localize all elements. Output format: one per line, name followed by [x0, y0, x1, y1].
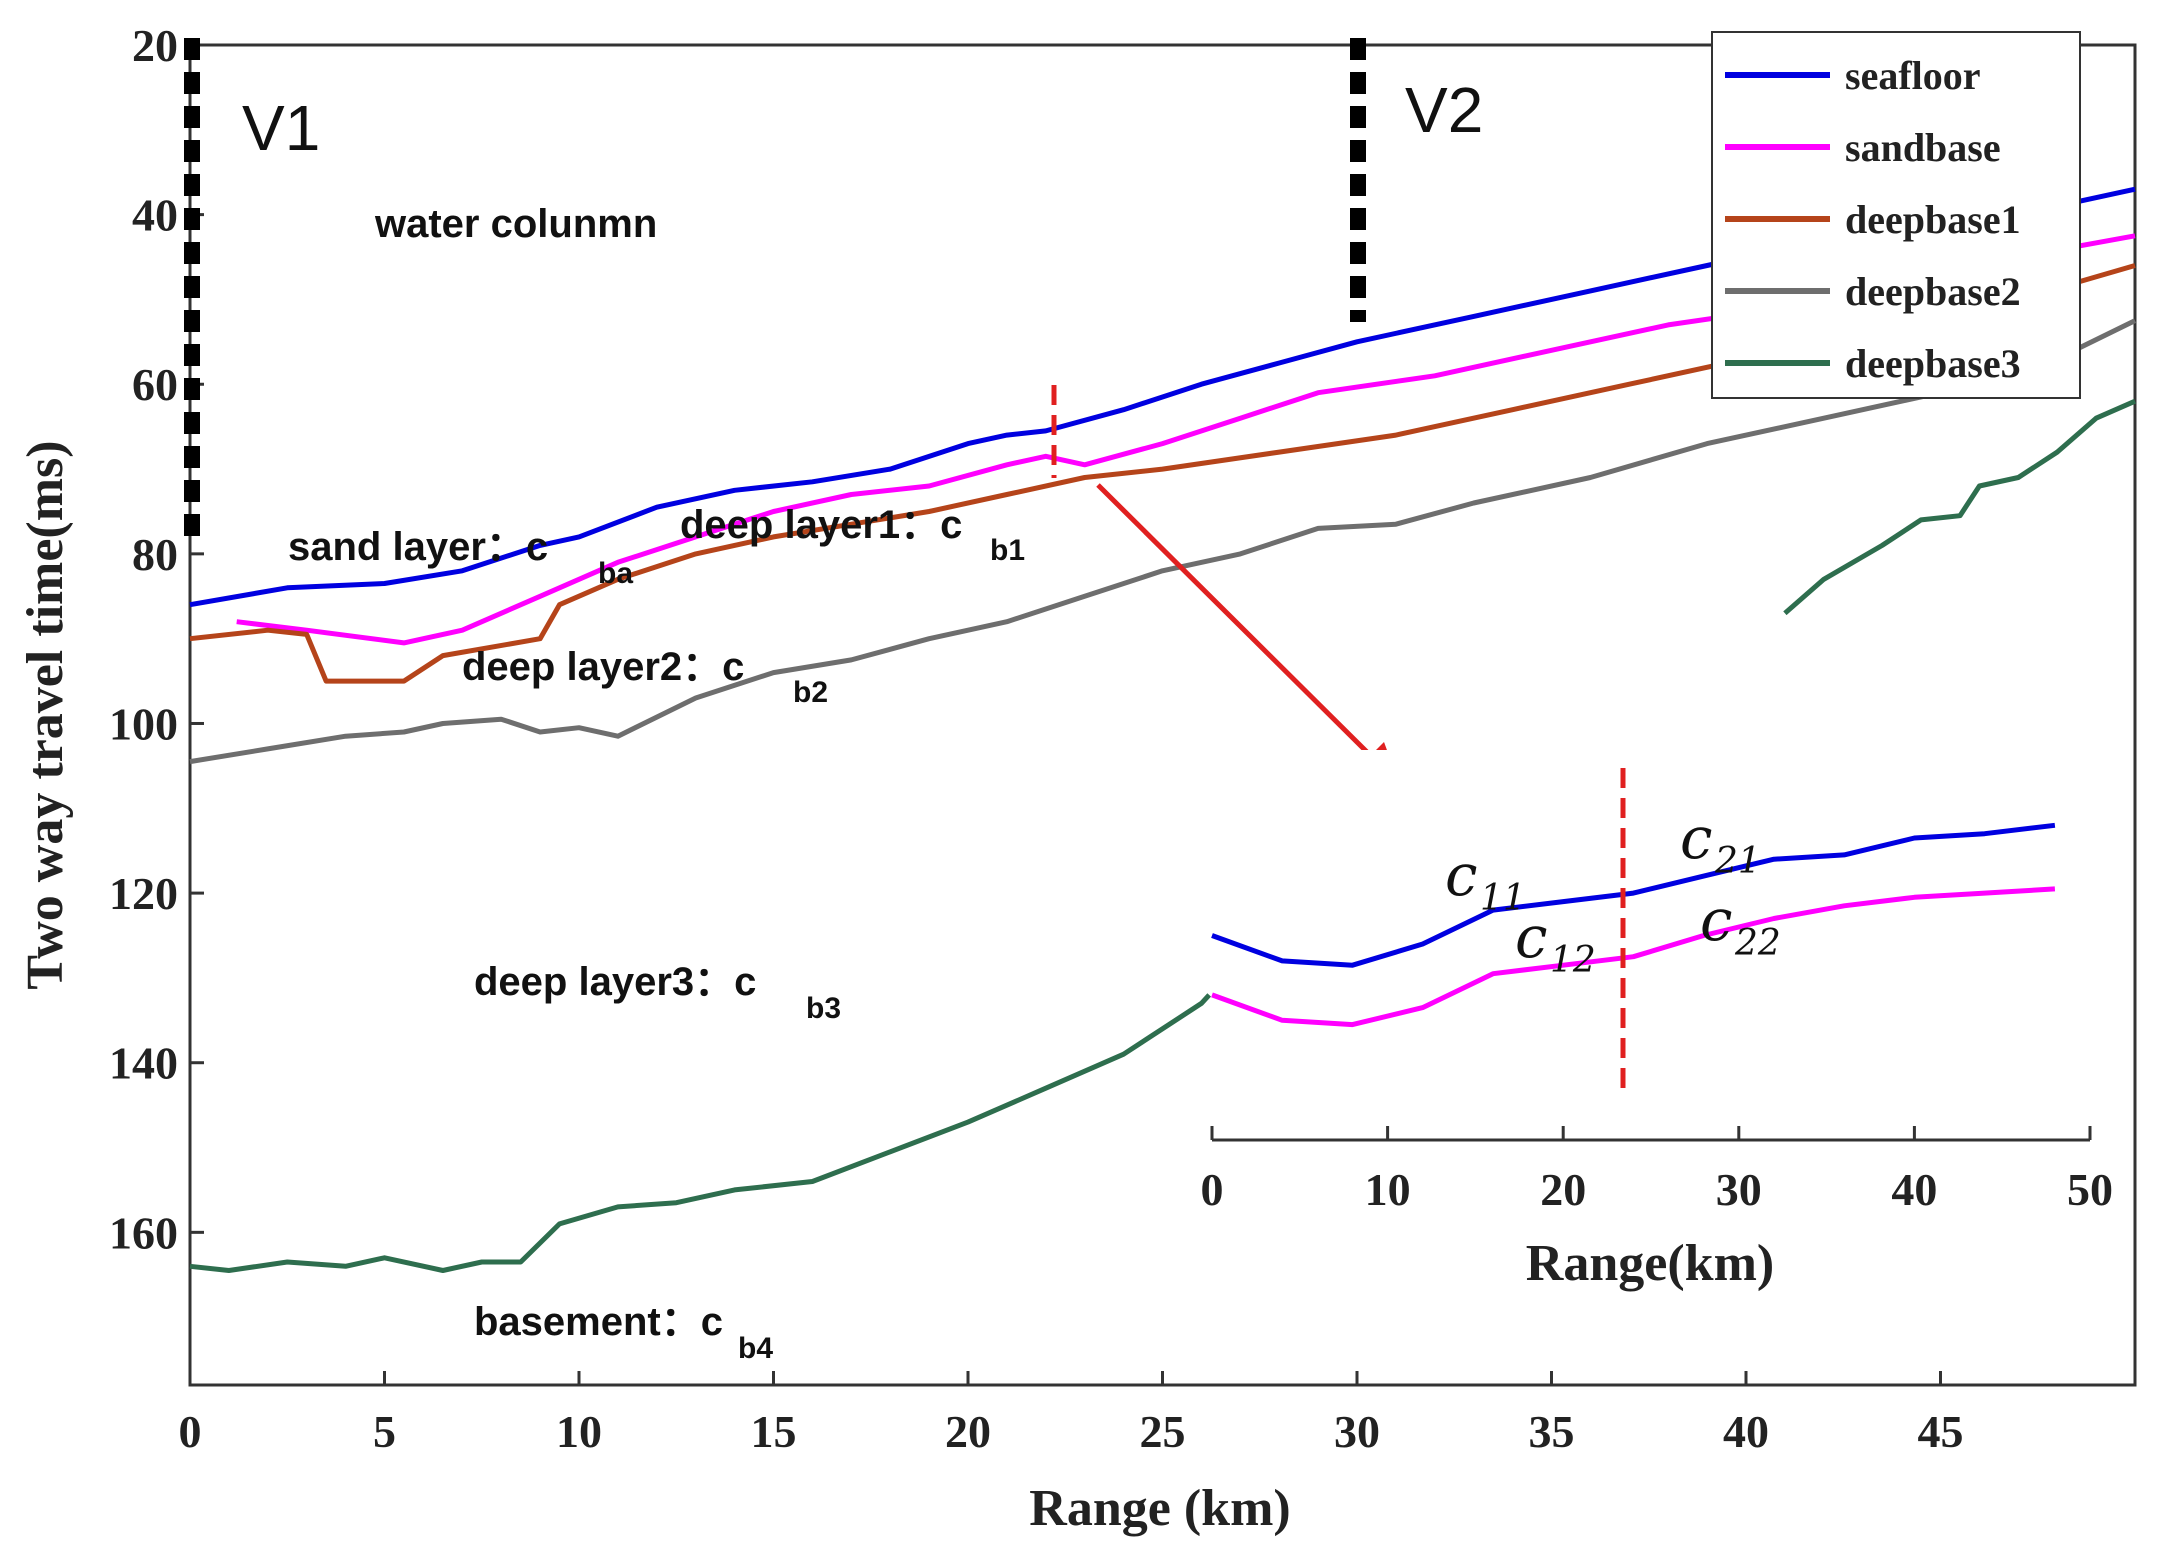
- deep-layer3-label: deep layer3：c: [474, 960, 756, 1004]
- sand-layer-sub: ba: [598, 557, 633, 590]
- inset-series-line-1: [1211, 822, 2056, 968]
- x-tick-label: 40: [1723, 1406, 1769, 1457]
- legend-items: seafloor sandbase deepbase1 deepbase2 deepba…: [1725, 53, 2021, 386]
- deep-layer2-label: deep layer2：c: [462, 645, 744, 689]
- y-tick-label: 120: [109, 868, 178, 919]
- y-axis-label: Two way travel time(ms): [17, 440, 74, 989]
- water-column-label: water colunmn: [374, 202, 657, 246]
- inset-x-tick-label: 30: [1716, 1164, 1762, 1215]
- y-tick-label: 20: [132, 20, 178, 71]
- deep-layer2-sub: b2: [793, 676, 828, 709]
- series-deepbase2-line: [189, 318, 2137, 765]
- main-axes: 0 5 10 15 20 25 30 35 40 45 20406080100120140160 …: [17, 20, 2137, 1537]
- y-tick-label: 80: [132, 529, 178, 580]
- legend-box: [1711, 31, 2081, 399]
- c22-label: c: [1700, 886, 1732, 954]
- c12-label: c: [1515, 903, 1547, 971]
- station-markers: V1 V2: [184, 38, 1483, 545]
- inset-series-line-2: [1211, 886, 2056, 1028]
- c12-sub: 12: [1550, 940, 1596, 981]
- deep-layer1-sub: b1: [990, 534, 1025, 567]
- y-tick-label: 60: [132, 359, 178, 410]
- x-tick-label: 35: [1529, 1406, 1575, 1457]
- x-axis-label: Range (km): [1029, 1480, 1290, 1537]
- c21-label: c: [1680, 804, 1712, 872]
- y-tick-label: 100: [109, 698, 178, 749]
- x-tick-label: 5: [373, 1406, 396, 1457]
- inset-x-tick-label: 50: [2067, 1164, 2113, 1215]
- basement-sub: b4: [738, 1332, 773, 1365]
- series-sandbase-line: [236, 233, 2136, 646]
- inset-x-tick-label: 20: [1540, 1164, 1586, 1215]
- layer-annotations: water colunmn sand layer：c ba deep layer…: [288, 202, 1025, 1365]
- inset-series: [1211, 822, 2056, 1028]
- legend-label-deepbase3: deepbase3: [1845, 341, 2021, 386]
- x-tick-label: 0: [179, 1406, 202, 1457]
- series-deepbase1-line: [189, 263, 2136, 684]
- x-tick-label: 20: [945, 1406, 991, 1457]
- x-tick-label: 10: [556, 1406, 602, 1457]
- legend-label-deepbase2: deepbase2: [1845, 269, 2021, 314]
- series-deepbase3-line: [1783, 398, 2137, 616]
- x-axis-ticks: 0 5 10 15 20 25 30 35 40 45: [179, 1371, 1964, 1457]
- deep-layer3-sub: b3: [806, 992, 841, 1025]
- legend-label-deepbase1: deepbase1: [1845, 197, 2021, 242]
- x-tick-label: 30: [1334, 1406, 1380, 1457]
- inset-x-tick-label: 10: [1365, 1164, 1411, 1215]
- inset-x-tick-label: 0: [1201, 1164, 1224, 1215]
- y-tick-label: 140: [109, 1038, 178, 1089]
- inset-x-axis-label: Range(km): [1526, 1235, 1774, 1292]
- inset-x-axis-ticks: 0 10 20 30 40 50: [1201, 1126, 2113, 1215]
- legend: seafloor sandbase deepbase1 deepbase2 deepba…: [1711, 31, 2081, 399]
- zoom-arrow-shaft: [1096, 483, 1372, 757]
- inset-x-tick-label: 40: [1891, 1164, 1937, 1215]
- y-axis-ticks: 20 40 60 80 100 120 140 160: [109, 20, 204, 1258]
- y-tick-label: 160: [109, 1207, 178, 1258]
- v2-label: V2: [1405, 74, 1483, 146]
- deep-layer1-label: deep layer1：c: [680, 503, 962, 547]
- legend-label-sandbase: sandbase: [1845, 125, 2001, 170]
- legend-label-seafloor: seafloor: [1845, 53, 1981, 98]
- basement-label: basement：c: [474, 1300, 723, 1344]
- c11-sub: 11: [1480, 878, 1526, 919]
- series-deepbase3-line: [189, 993, 1212, 1273]
- x-tick-label: 15: [751, 1406, 797, 1457]
- inset-axes: 0 10 20 30 40 50 Range(km) c 11 c 12 c 21 c 2…: [1201, 750, 2113, 1300]
- sand-layer-label: sand layer：c: [288, 525, 548, 569]
- c22-sub: 22: [1734, 923, 1781, 964]
- x-tick-label: 25: [1140, 1406, 1186, 1457]
- v1-label: V1: [242, 92, 320, 164]
- c11-label: c: [1445, 841, 1477, 909]
- c21-sub: 21: [1714, 841, 1761, 882]
- y-tick-label: 40: [132, 190, 178, 241]
- x-tick-label: 45: [1918, 1406, 1964, 1457]
